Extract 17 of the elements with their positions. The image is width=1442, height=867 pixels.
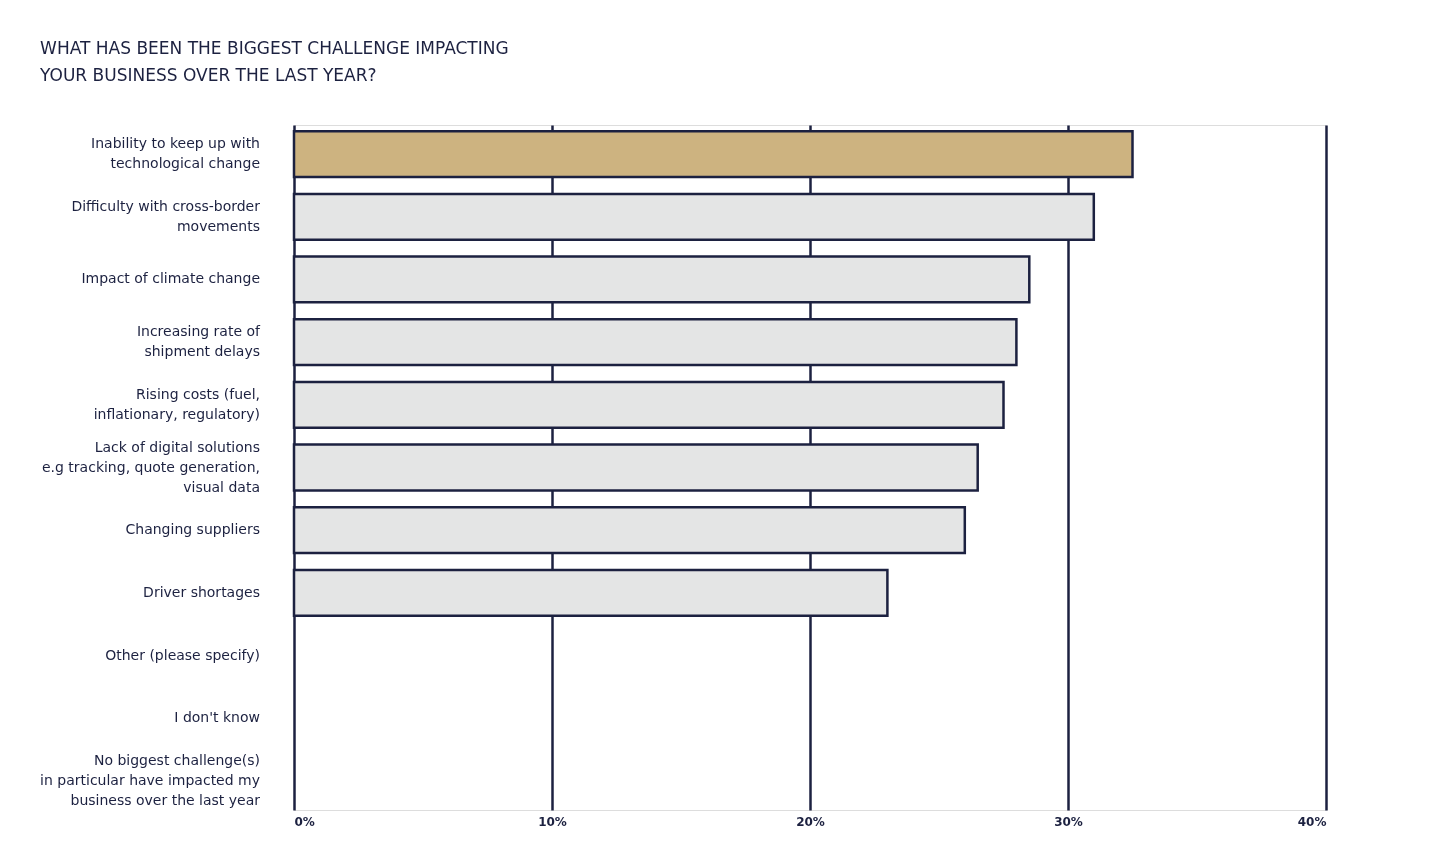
y-tick-label: I don't know [174, 709, 260, 726]
y-tick-label: Impact of climate change [81, 270, 260, 287]
y-tick-label: Rising costs (fuel, inflationary, regulatory) [93, 385, 260, 422]
y-tick-label: Increasing rate of shipment delays [136, 323, 262, 360]
y-tick-label: Other (please specify) [105, 646, 260, 663]
x-tick-label: 40% [1297, 814, 1327, 829]
y-tick-label: Lack of digital solutions e.g tracking, quote generation, visual data [41, 438, 260, 495]
x-tick-label: 0% [294, 814, 315, 829]
y-tick-label: No biggest challenge(s) in particular have impacted my business over the last year [40, 751, 261, 808]
y-tick-label: Difficulty with cross-border movements [71, 197, 261, 234]
x-tick-label: 20% [796, 814, 825, 829]
y-tick-label: Driver shortages [143, 583, 260, 600]
y-tick-label: Inability to keep up with technological change [91, 135, 260, 172]
x-tick-label: 10% [538, 814, 567, 829]
x-tick-label: 30% [1054, 814, 1083, 829]
y-tick-label: Changing suppliers [125, 521, 260, 538]
chart-title: WHAT HAS BEEN THE BIGGEST CHALLENGE IMPACTING YOUR BUSINESS OVER THE LAST YEAR? [39, 38, 509, 85]
